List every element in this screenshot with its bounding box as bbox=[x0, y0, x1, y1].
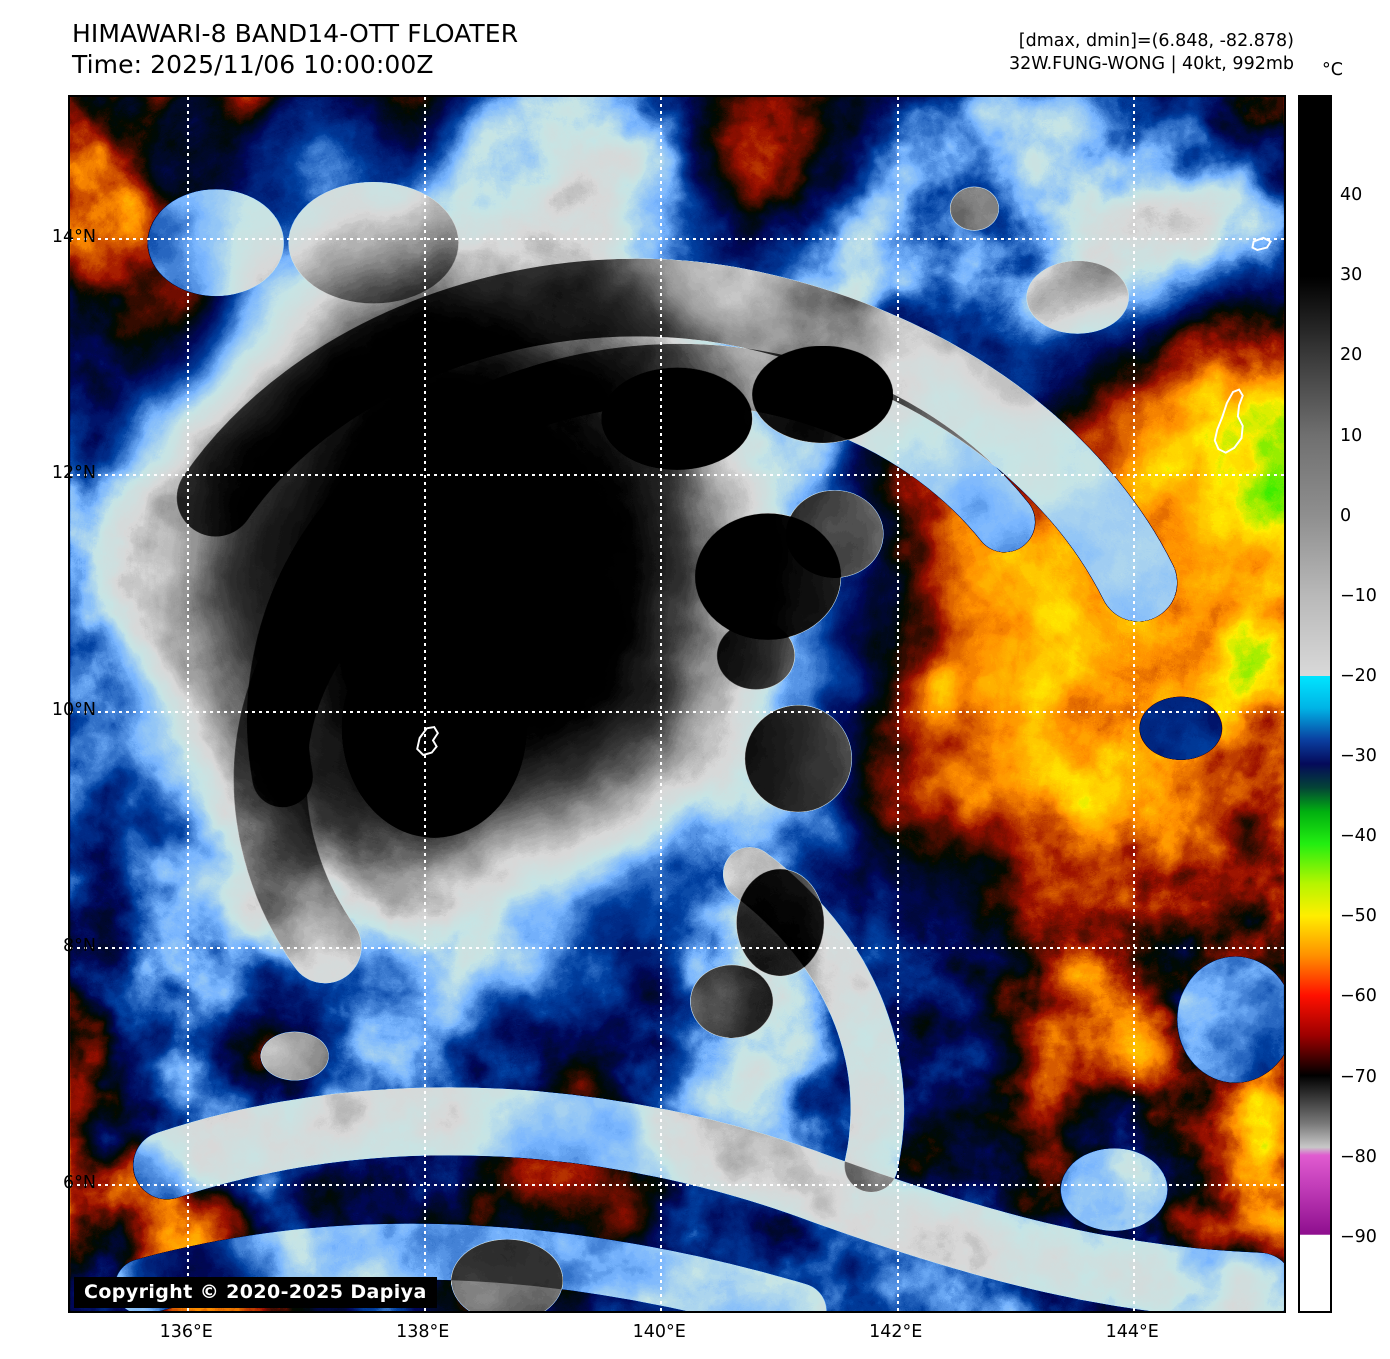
header-right: [dmax, dmin]=(6.848, -82.878) 32W.FUNG-W… bbox=[1009, 30, 1294, 76]
colorbar-tick-label: 20 bbox=[1340, 345, 1363, 366]
colorbar-tick-label: −90 bbox=[1340, 1226, 1377, 1247]
colorbar-unit-label: °C bbox=[1322, 60, 1343, 80]
colorbar-tick-label: 40 bbox=[1340, 185, 1363, 206]
longitude-tick-label: 144°E bbox=[1105, 1322, 1159, 1342]
infrared-brightness-temperature-field bbox=[70, 97, 1284, 1311]
copyright-notice: Copyright © 2020-2025 Dapiya bbox=[74, 1277, 437, 1308]
colorbar-tick-label: −20 bbox=[1340, 665, 1377, 686]
colorbar-tick-label: 10 bbox=[1340, 425, 1363, 446]
data-range-label: [dmax, dmin]=(6.848, -82.878) bbox=[1018, 31, 1294, 51]
header-left: HIMAWARI-8 BAND14-OTT FLOATER Time: 2025… bbox=[72, 18, 832, 80]
storm-info-label: 32W.FUNG-WONG | 40kt, 992mb bbox=[1009, 54, 1294, 74]
longitude-tick-label: 136°E bbox=[159, 1322, 213, 1342]
colorbar-gradient-frame bbox=[1298, 95, 1332, 1313]
colorbar-gradient bbox=[1300, 97, 1330, 1311]
satellite-image-plot[interactable]: Copyright © 2020-2025 Dapiya bbox=[68, 95, 1286, 1313]
colorbar-tick-label: −10 bbox=[1340, 585, 1377, 606]
colorbar[interactable] bbox=[1298, 95, 1332, 1313]
latitude-tick-label: 14°N bbox=[51, 226, 96, 247]
latitude-tick-label: 10°N bbox=[51, 699, 96, 720]
longitude-tick-label: 140°E bbox=[632, 1322, 686, 1342]
longitude-tick-label: 138°E bbox=[396, 1322, 450, 1342]
colorbar-tick-label: −50 bbox=[1340, 906, 1377, 927]
colorbar-tick-label: −80 bbox=[1340, 1146, 1377, 1167]
colorbar-tick-label: −60 bbox=[1340, 986, 1377, 1007]
longitude-tick-label: 142°E bbox=[869, 1322, 923, 1342]
latitude-tick-label: 6°N bbox=[63, 1172, 96, 1193]
colorbar-tick-label: −30 bbox=[1340, 746, 1377, 767]
colorbar-tick-label: 0 bbox=[1340, 505, 1352, 526]
timestamp: Time: 2025/11/06 10:00:00Z bbox=[72, 50, 434, 79]
colorbar-tick-label: 30 bbox=[1340, 265, 1363, 286]
colorbar-tick-label: −70 bbox=[1340, 1066, 1377, 1087]
latitude-tick-label: 8°N bbox=[63, 936, 96, 957]
latitude-tick-label: 12°N bbox=[51, 463, 96, 484]
colorbar-tick-label: −40 bbox=[1340, 826, 1377, 847]
page-title: HIMAWARI-8 BAND14-OTT FLOATER bbox=[72, 19, 519, 48]
